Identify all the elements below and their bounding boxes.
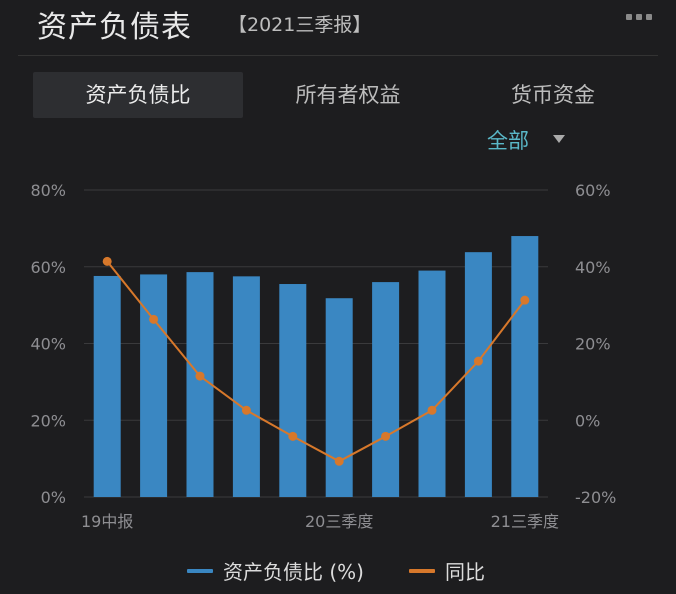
bar-debt-ratio[interactable] bbox=[372, 282, 400, 497]
bar-debt-ratio[interactable] bbox=[186, 272, 214, 497]
right-axis-tick: 0% bbox=[575, 411, 600, 430]
yoy-point[interactable] bbox=[149, 314, 159, 324]
range-filter-dropdown[interactable]: 全部 bbox=[487, 129, 529, 153]
yoy-point[interactable] bbox=[427, 405, 437, 415]
yoy-point[interactable] bbox=[241, 405, 251, 415]
legend-item-debt-ratio[interactable]: 资产负债比 (%) bbox=[187, 556, 364, 585]
yoy-point[interactable] bbox=[288, 431, 298, 441]
right-axis-tick: -20% bbox=[575, 488, 616, 507]
more-dots-icon[interactable] bbox=[626, 14, 652, 20]
line-series-swatch bbox=[409, 568, 435, 573]
bar-debt-ratio[interactable] bbox=[418, 270, 446, 497]
bar-debt-ratio[interactable] bbox=[232, 276, 260, 497]
right-axis-tick: 60% bbox=[575, 181, 611, 200]
tab-bar: 资产负债比 所有者权益 货币资金 bbox=[33, 72, 643, 118]
header-divider bbox=[18, 55, 658, 56]
bar-debt-ratio[interactable] bbox=[325, 298, 353, 497]
chart-legend: 资产负债比 (%) 同比 bbox=[0, 556, 676, 586]
left-axis-tick: 80% bbox=[30, 181, 66, 200]
left-axis-tick: 40% bbox=[30, 335, 66, 354]
legend-label: 同比 bbox=[445, 560, 485, 584]
bar-debt-ratio[interactable] bbox=[140, 274, 168, 497]
tab-debt-ratio[interactable]: 资产负债比 bbox=[33, 72, 243, 118]
right-axis-tick: 20% bbox=[575, 335, 611, 354]
yoy-point[interactable] bbox=[102, 256, 112, 266]
yoy-point[interactable] bbox=[195, 371, 205, 381]
yoy-line bbox=[106, 260, 526, 463]
yoy-point[interactable] bbox=[334, 456, 344, 466]
left-axis-tick: 0% bbox=[41, 488, 66, 507]
yoy-point[interactable] bbox=[520, 295, 530, 305]
left-axis-tick: 20% bbox=[30, 411, 66, 430]
left-axis-tick: 60% bbox=[30, 258, 66, 277]
legend-label: 资产负债比 (%) bbox=[223, 560, 364, 584]
bar-series-swatch bbox=[187, 568, 213, 573]
yoy-point[interactable] bbox=[473, 356, 483, 366]
debt-ratio-chart: 80% 60% 40% 20% 0% 60% 40% 20% 0% -20% 19中报 20三季度 21… bbox=[30, 181, 616, 531]
x-axis-tick: 20三季度 bbox=[305, 512, 373, 531]
bar-debt-ratio[interactable] bbox=[279, 284, 307, 497]
bar-debt-ratio[interactable] bbox=[464, 252, 492, 497]
bar-debt-ratio[interactable] bbox=[93, 275, 121, 497]
tab-owner-equity[interactable]: 所有者权益 bbox=[295, 83, 401, 107]
right-axis-tick: 40% bbox=[575, 258, 611, 277]
x-axis-tick: 19中报 bbox=[81, 512, 133, 531]
caret-down-icon[interactable] bbox=[553, 135, 565, 143]
tab-cash[interactable]: 货币资金 bbox=[511, 83, 595, 107]
yoy-point[interactable] bbox=[381, 431, 391, 441]
header: 资产负债表 【2021三季报】 bbox=[0, 0, 676, 55]
report-period: 【2021三季报】 bbox=[228, 14, 372, 36]
x-axis-tick: 21三季度 bbox=[491, 512, 559, 531]
legend-item-yoy[interactable]: 同比 bbox=[409, 556, 485, 585]
page-title: 资产负债表 bbox=[37, 10, 192, 45]
bar-debt-ratio[interactable] bbox=[511, 236, 539, 498]
